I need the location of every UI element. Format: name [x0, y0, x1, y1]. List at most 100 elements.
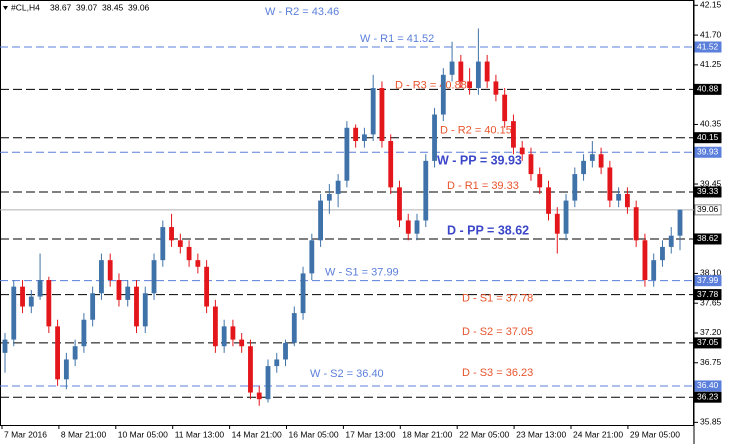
level-tag: 38.62: [697, 233, 719, 243]
candle-body: [502, 94, 508, 122]
candle-body: [353, 127, 359, 142]
candle-body: [326, 193, 332, 201]
candle-body: [90, 293, 96, 320]
level-label: D - PP = 38.62: [447, 223, 529, 237]
candle-body: [572, 174, 578, 201]
candle-body: [151, 260, 157, 294]
candle-body: [397, 187, 402, 221]
header-ohlc: 38.67: [50, 2, 72, 12]
candle-body: [177, 240, 183, 247]
candle-body: [458, 61, 464, 82]
x-tick-label: 8 Mar 21:00: [61, 429, 107, 439]
level-tag: 36.40: [697, 380, 719, 390]
level-tag-box: [694, 186, 722, 198]
x-tick-label: 22 Mar 05:00: [459, 429, 509, 439]
level-tag-box: [694, 83, 722, 95]
candle-body: [318, 200, 323, 241]
level-label: W - S1 = 37.99: [325, 267, 399, 279]
candle-body: [362, 134, 367, 142]
candle-body: [63, 359, 69, 380]
candle-body: [388, 141, 394, 188]
x-tick-label: 10 Mar 05:00: [118, 429, 168, 439]
candle-body: [379, 88, 385, 142]
level-label: D - S1 = 37.78: [462, 292, 533, 304]
candle-body: [28, 296, 34, 307]
level-tag: 37.78: [697, 289, 719, 299]
candle-body: [107, 260, 113, 281]
candle-body: [537, 174, 543, 188]
candle-body: [633, 207, 639, 241]
candle-body: [598, 154, 604, 168]
candle-body: [432, 114, 437, 161]
y-tick-label: 37.65: [700, 297, 722, 307]
candle-body: [370, 88, 376, 135]
level-label: W - R1 = 41.52: [360, 33, 434, 45]
candle-body: [519, 147, 525, 155]
header-ohlc: 39.07: [76, 2, 98, 12]
candle-body: [283, 342, 288, 360]
y-tick-label: 41.25: [700, 59, 722, 69]
candle-body: [160, 227, 166, 261]
level-tag-box: [694, 289, 722, 301]
chart-title: #CL,H4: [11, 2, 40, 12]
level-tag: 40.15: [697, 132, 719, 142]
level-tag-box: [694, 204, 722, 216]
symbol-arrow: [3, 6, 8, 10]
x-tick-label: 16 Mar 05:00: [289, 429, 339, 439]
header-ohlc: 39.06: [128, 2, 150, 12]
candle-body: [563, 200, 569, 234]
candle-body: [405, 220, 411, 234]
candle-body: [72, 346, 78, 360]
candle-body: [554, 213, 560, 234]
x-tick-label: 23 Mar 13:00: [516, 429, 566, 439]
candle-body: [46, 280, 52, 327]
level-tag-box: [694, 380, 722, 392]
level-label: D - S3 = 36.23: [462, 367, 533, 379]
candle-body: [335, 180, 341, 194]
candle-body: [230, 326, 236, 340]
x-tick-label: 7 Mar 2016: [4, 429, 47, 439]
y-tick-label: 42.15: [700, 0, 722, 10]
candle-body: [274, 359, 280, 367]
candle-body: [589, 154, 595, 161]
level-tag: 40.88: [697, 84, 719, 94]
candle-body: [484, 61, 490, 82]
candle-body: [616, 193, 622, 201]
candle-body: [195, 260, 201, 267]
x-tick-label: 11 Mar 13:00: [175, 429, 225, 439]
candle-body: [475, 61, 481, 89]
candle-body: [607, 167, 613, 201]
candle-body: [642, 240, 648, 281]
x-tick-label: 18 Mar 21:00: [402, 429, 452, 439]
header-ohlc: 38.45: [102, 2, 124, 12]
candle-body: [212, 306, 218, 347]
candle-body: [116, 280, 122, 300]
candle-body: [125, 286, 131, 300]
candle-body: [248, 346, 253, 393]
candle-body: [11, 286, 17, 340]
level-tag: 37.05: [697, 337, 719, 347]
level-label: W - R2 = 43.46: [265, 6, 339, 18]
y-tick-label: 37.20: [700, 327, 722, 337]
level-tag-box: [694, 275, 722, 287]
candle-body: [528, 154, 534, 175]
candle-body: [186, 246, 192, 261]
candle-body: [677, 209, 683, 236]
level-tag-box: [694, 146, 722, 158]
level-tag: 39.33: [697, 186, 719, 196]
candle-body: [221, 326, 227, 347]
level-tag: 41.52: [697, 41, 719, 51]
level-tag: 37.99: [697, 275, 719, 285]
level-tag-box: [694, 233, 722, 245]
candle-body: [55, 326, 61, 380]
candle-body: [449, 61, 455, 75]
level-label: W - S2 = 36.40: [310, 368, 384, 380]
candle-body: [624, 193, 630, 208]
y-tick-label: 40.35: [700, 119, 722, 129]
y-tick-label: 41.70: [700, 29, 722, 39]
candle-body: [414, 220, 420, 234]
y-tick-label: 35.85: [700, 417, 722, 427]
candle-body: [142, 293, 148, 327]
candle-body: [300, 273, 306, 314]
